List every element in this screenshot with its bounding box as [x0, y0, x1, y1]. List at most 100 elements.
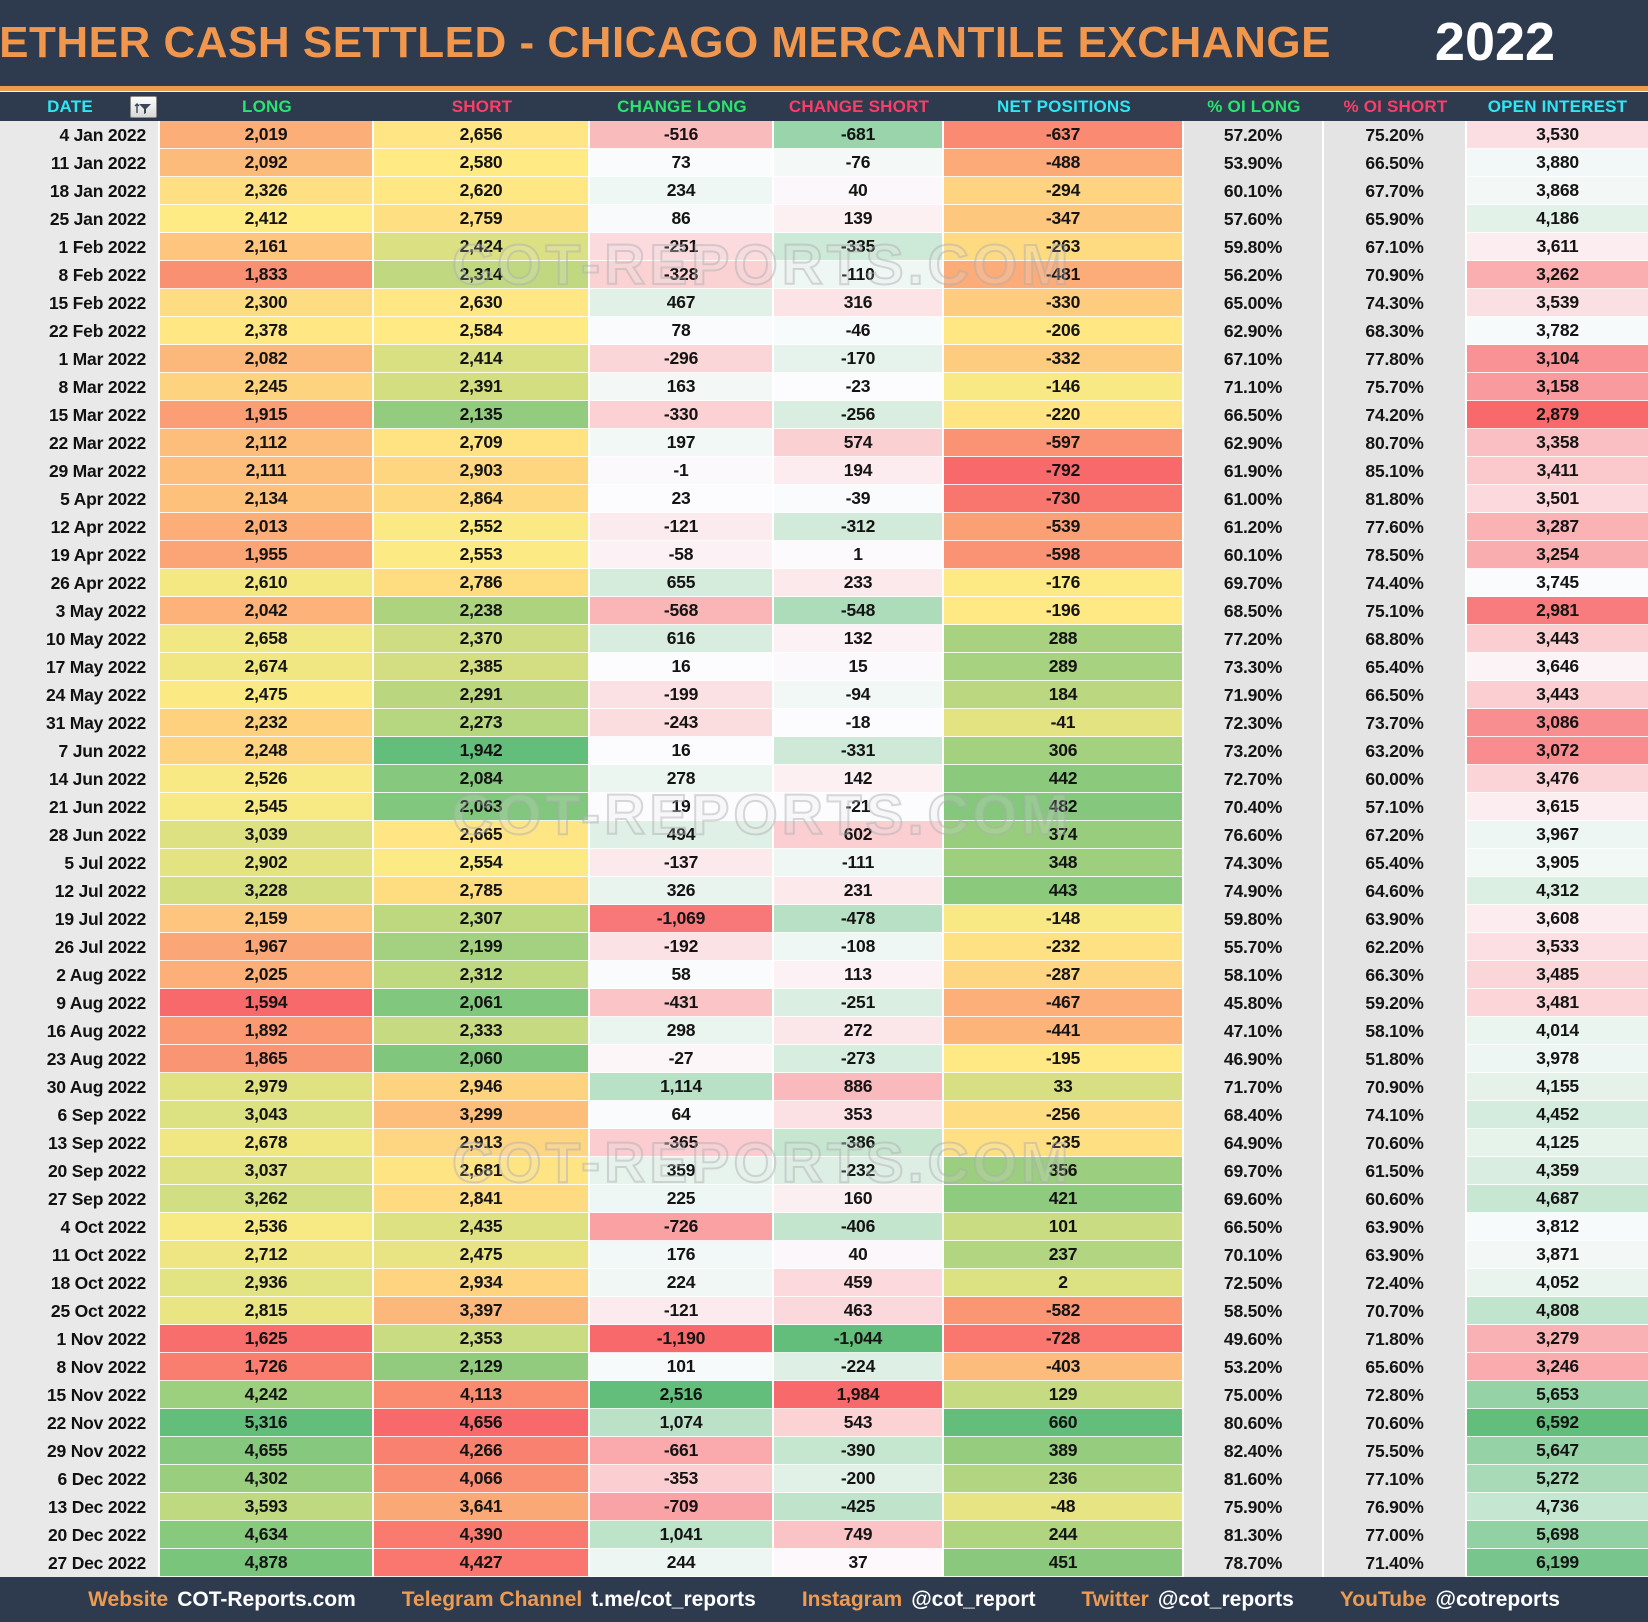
cell-change-short: 233 [774, 569, 944, 597]
cell-short: 2,475 [374, 1241, 590, 1269]
table-row: 13 Sep 2022 2,678 2,913 -365 -386 -235 64.90% 7… [0, 1129, 1648, 1157]
cell--oi-long: 58.50% [1184, 1297, 1324, 1325]
cell-short: 2,314 [374, 261, 590, 289]
cell-net-positions: -488 [944, 149, 1184, 177]
cell--oi-short: 60.00% [1324, 765, 1467, 793]
cell-short: 4,066 [374, 1465, 590, 1493]
cell-net-positions: -220 [944, 401, 1184, 429]
cell-open-interest: 3,287 [1467, 513, 1648, 541]
cell-long: 2,111 [160, 457, 374, 485]
cell-long: 1,955 [160, 541, 374, 569]
cell--oi-short: 70.90% [1324, 261, 1467, 289]
cell-date: 10 May 2022 [0, 625, 160, 653]
table-row: 18 Jan 2022 2,326 2,620 234 40 -294 60.10% 67.7… [0, 177, 1648, 205]
cell--oi-long: 72.50% [1184, 1269, 1324, 1297]
cell--oi-long: 82.40% [1184, 1437, 1324, 1465]
cell--oi-short: 51.80% [1324, 1045, 1467, 1073]
footer-value: @cot_report [911, 1587, 1036, 1611]
cell-change-short: 272 [774, 1017, 944, 1045]
cell--oi-short: 72.40% [1324, 1269, 1467, 1297]
cell-date: 22 Feb 2022 [0, 317, 160, 345]
cell-open-interest: 3,086 [1467, 709, 1648, 737]
cell--oi-short: 71.40% [1324, 1549, 1467, 1577]
cell-short: 4,390 [374, 1521, 590, 1549]
cell--oi-short: 66.30% [1324, 961, 1467, 989]
cell-long: 2,134 [160, 485, 374, 513]
column-header-net-positions: NET POSITIONS [944, 92, 1184, 121]
cell--oi-long: 81.60% [1184, 1465, 1324, 1493]
cell-net-positions: 2 [944, 1269, 1184, 1297]
cell-change-long: -251 [590, 233, 774, 261]
cell-long: 2,025 [160, 961, 374, 989]
cell-change-long: 23 [590, 485, 774, 513]
table-row: 22 Nov 2022 5,316 4,656 1,074 543 660 80.60% 70… [0, 1409, 1648, 1437]
cell--oi-short: 75.10% [1324, 597, 1467, 625]
cell-short: 2,656 [374, 121, 590, 149]
cell-change-short: 132 [774, 625, 944, 653]
cell-open-interest: 3,782 [1467, 317, 1648, 345]
cell-net-positions: -792 [944, 457, 1184, 485]
cell-change-short: -23 [774, 373, 944, 401]
cell-date: 5 Apr 2022 [0, 485, 160, 513]
cell-date: 18 Oct 2022 [0, 1269, 160, 1297]
column-header-short: SHORT [374, 92, 590, 121]
cell-long: 2,232 [160, 709, 374, 737]
cell-change-short: 139 [774, 205, 944, 233]
cell--oi-short: 71.80% [1324, 1325, 1467, 1353]
cell-long: 2,545 [160, 793, 374, 821]
table-row: 3 May 2022 2,042 2,238 -568 -548 -196 68.50% 75… [0, 597, 1648, 625]
cell-long: 2,674 [160, 653, 374, 681]
cell-date: 13 Dec 2022 [0, 1493, 160, 1521]
cell-long: 2,019 [160, 121, 374, 149]
cell--oi-long: 75.00% [1184, 1381, 1324, 1409]
cell-change-long: -121 [590, 1297, 774, 1325]
cell-change-short: 1,984 [774, 1381, 944, 1409]
cell-date: 1 Feb 2022 [0, 233, 160, 261]
cell-short: 2,913 [374, 1129, 590, 1157]
table-row: 20 Dec 2022 4,634 4,390 1,041 749 244 81.30% 77… [0, 1521, 1648, 1549]
cell-date: 19 Jul 2022 [0, 905, 160, 933]
cell-change-long: 225 [590, 1185, 774, 1213]
table-row: 1 Feb 2022 2,161 2,424 -251 -335 -263 59.80% 67… [0, 233, 1648, 261]
cell-long: 4,655 [160, 1437, 374, 1465]
cell--oi-short: 81.80% [1324, 485, 1467, 513]
cell-long: 4,878 [160, 1549, 374, 1577]
cell-change-short: 459 [774, 1269, 944, 1297]
cell--oi-long: 80.60% [1184, 1409, 1324, 1437]
cell-long: 4,302 [160, 1465, 374, 1493]
cell-change-long: -137 [590, 849, 774, 877]
cell-short: 2,709 [374, 429, 590, 457]
cell-change-long: 1,074 [590, 1409, 774, 1437]
cell--oi-long: 60.10% [1184, 177, 1324, 205]
footer-item-youtube: YouTube @cotreports [1340, 1588, 1560, 1612]
table-row: 5 Apr 2022 2,134 2,864 23 -39 -730 61.00% 81.80… [0, 485, 1648, 513]
cell-long: 3,039 [160, 821, 374, 849]
cell-change-long: -121 [590, 513, 774, 541]
cell-change-long: -27 [590, 1045, 774, 1073]
cell-short: 2,273 [374, 709, 590, 737]
cell-change-short: -76 [774, 149, 944, 177]
filter-sort-icon[interactable] [130, 95, 157, 118]
cell-date: 8 Mar 2022 [0, 373, 160, 401]
cell-change-long: 467 [590, 289, 774, 317]
cell-short: 2,759 [374, 205, 590, 233]
cell-open-interest: 4,687 [1467, 1185, 1648, 1213]
cell-change-short: 543 [774, 1409, 944, 1437]
cell-net-positions: 289 [944, 653, 1184, 681]
cell--oi-short: 70.70% [1324, 1297, 1467, 1325]
cell-net-positions: -235 [944, 1129, 1184, 1157]
cell--oi-long: 71.70% [1184, 1073, 1324, 1101]
cell-change-short: -386 [774, 1129, 944, 1157]
table-row: 12 Apr 2022 2,013 2,552 -121 -312 -539 61.20% 7… [0, 513, 1648, 541]
column-header-label: NET POSITIONS [997, 96, 1131, 116]
cell-date: 2 Aug 2022 [0, 961, 160, 989]
cell-date: 16 Aug 2022 [0, 1017, 160, 1045]
cell-net-positions: 421 [944, 1185, 1184, 1213]
table-row: 22 Mar 2022 2,112 2,709 197 574 -597 62.90% 80.… [0, 429, 1648, 457]
cell--oi-short: 76.90% [1324, 1493, 1467, 1521]
cell-short: 2,554 [374, 849, 590, 877]
cell-open-interest: 3,539 [1467, 289, 1648, 317]
cell-long: 2,300 [160, 289, 374, 317]
cell-change-long: 64 [590, 1101, 774, 1129]
cell-open-interest: 3,358 [1467, 429, 1648, 457]
